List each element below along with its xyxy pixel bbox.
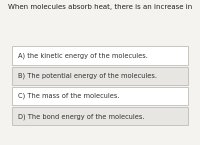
FancyBboxPatch shape: [12, 87, 188, 105]
Text: When molecules absorb heat, there is an increase in: When molecules absorb heat, there is an …: [8, 4, 192, 10]
Text: A) the kinetic energy of the molecules.: A) the kinetic energy of the molecules.: [18, 52, 148, 59]
FancyBboxPatch shape: [12, 46, 188, 65]
Text: D) The bond energy of the molecules.: D) The bond energy of the molecules.: [18, 113, 144, 120]
FancyBboxPatch shape: [12, 67, 188, 85]
FancyBboxPatch shape: [12, 107, 188, 125]
Text: B) The potential energy of the molecules.: B) The potential energy of the molecules…: [18, 72, 157, 79]
Text: C) The mass of the molecules.: C) The mass of the molecules.: [18, 93, 120, 99]
